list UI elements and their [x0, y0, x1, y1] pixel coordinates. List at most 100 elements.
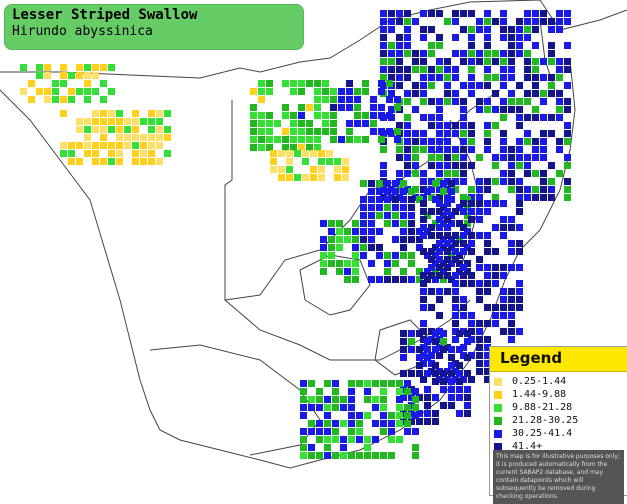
occurrence-cell — [492, 154, 499, 161]
occurrence-cell — [532, 138, 539, 145]
occurrence-cell — [76, 126, 83, 133]
occurrence-cell — [484, 232, 491, 239]
occurrence-cell — [300, 388, 307, 395]
occurrence-cell — [100, 118, 107, 125]
occurrence-cell — [396, 194, 403, 201]
occurrence-cell — [436, 248, 443, 255]
occurrence-cell — [452, 232, 459, 239]
occurrence-cell — [384, 260, 391, 267]
occurrence-cell — [394, 104, 401, 111]
occurrence-cell — [420, 98, 427, 105]
occurrence-cell — [404, 18, 411, 25]
occurrence-cell — [452, 368, 459, 375]
occurrence-cell — [318, 158, 325, 165]
occurrence-cell — [444, 146, 451, 153]
occurrence-cell — [492, 312, 499, 319]
occurrence-cell — [424, 252, 431, 259]
occurrence-cell — [432, 338, 439, 345]
occurrence-cell — [516, 280, 523, 287]
occurrence-cell — [338, 136, 345, 143]
occurrence-cell — [132, 126, 139, 133]
occurrence-cell — [548, 178, 555, 185]
occurrence-cell — [84, 88, 91, 95]
occurrence-cell — [452, 162, 459, 169]
occurrence-cell — [460, 170, 467, 177]
occurrence-cell — [362, 136, 369, 143]
occurrence-cell — [388, 42, 395, 49]
occurrence-cell — [516, 328, 523, 335]
occurrence-cell — [428, 336, 435, 343]
occurrence-cell — [436, 138, 443, 145]
occurrence-cell — [444, 224, 451, 231]
occurrence-cell — [456, 236, 463, 243]
occurrence-cell — [250, 88, 257, 95]
occurrence-cell — [164, 134, 171, 141]
occurrence-cell — [508, 58, 515, 65]
occurrence-cell — [420, 216, 427, 223]
occurrence-cell — [424, 212, 431, 219]
occurrence-cell — [116, 134, 123, 141]
occurrence-cell — [392, 196, 399, 203]
occurrence-cell — [516, 138, 523, 145]
occurrence-cell — [444, 200, 451, 207]
occurrence-cell — [392, 252, 399, 259]
occurrence-cell — [556, 114, 563, 121]
occurrence-cell — [500, 272, 507, 279]
occurrence-cell — [140, 142, 147, 149]
occurrence-cell — [286, 150, 293, 157]
occurrence-cell — [380, 146, 387, 153]
occurrence-cell — [524, 90, 531, 97]
occurrence-cell — [484, 138, 491, 145]
occurrence-cell — [464, 204, 471, 211]
occurrence-cell — [540, 138, 547, 145]
occurrence-cell — [420, 90, 427, 97]
occurrence-cell — [368, 220, 375, 227]
occurrence-cell — [416, 244, 423, 251]
occurrence-cell — [306, 120, 313, 127]
occurrence-cell — [396, 34, 403, 41]
occurrence-cell — [452, 360, 459, 367]
occurrence-cell — [156, 134, 163, 141]
occurrence-cell — [548, 114, 555, 121]
occurrence-cell — [548, 58, 555, 65]
occurrence-cell — [508, 248, 515, 255]
occurrence-cell — [428, 98, 435, 105]
occurrence-cell — [420, 138, 427, 145]
occurrence-cell — [484, 280, 491, 287]
occurrence-cell — [388, 50, 395, 57]
occurrence-cell — [322, 112, 329, 119]
occurrence-cell — [52, 88, 59, 95]
occurrence-cell — [524, 50, 531, 57]
occurrence-cell — [452, 146, 459, 153]
occurrence-cell — [336, 244, 343, 251]
occurrence-cell — [404, 428, 411, 435]
occurrence-cell — [124, 134, 131, 141]
occurrence-cell — [468, 90, 475, 97]
occurrence-cell — [404, 380, 411, 387]
occurrence-cell — [124, 118, 131, 125]
occurrence-cell — [556, 10, 563, 17]
occurrence-cell — [460, 194, 467, 201]
occurrence-cell — [460, 224, 467, 231]
occurrence-cell — [330, 96, 337, 103]
occurrence-cell — [356, 420, 363, 427]
occurrence-cell — [564, 10, 571, 17]
occurrence-cell — [516, 82, 523, 89]
occurrence-cell — [420, 82, 427, 89]
occurrence-cell — [140, 158, 147, 165]
occurrence-cell — [412, 90, 419, 97]
occurrence-cell — [286, 158, 293, 165]
occurrence-cell — [424, 410, 431, 417]
occurrence-cell — [356, 428, 363, 435]
occurrence-cell — [476, 288, 483, 295]
occurrence-cell — [84, 118, 91, 125]
occurrence-cell — [468, 186, 475, 193]
occurrence-cell — [468, 208, 475, 215]
occurrence-cell — [92, 88, 99, 95]
occurrence-cell — [516, 186, 523, 193]
occurrence-cell — [164, 110, 171, 117]
occurrence-cell — [420, 194, 427, 201]
occurrence-cell — [92, 72, 99, 79]
occurrence-cell — [460, 264, 467, 271]
occurrence-cell — [460, 352, 467, 359]
